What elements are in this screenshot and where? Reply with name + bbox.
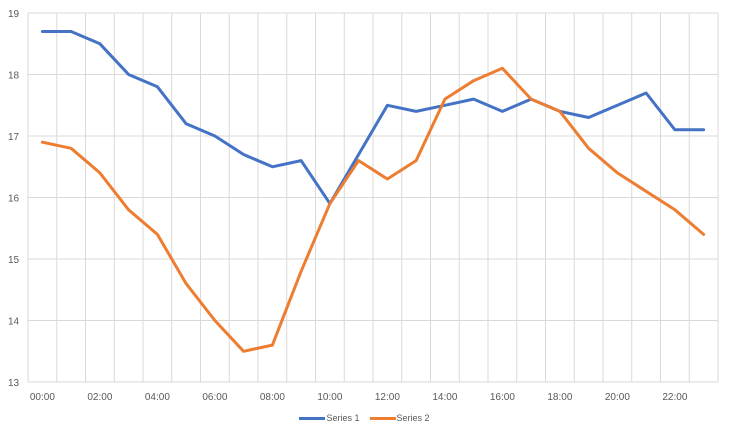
gridlines [27,12,719,383]
y-tick-label: 13 [8,378,20,389]
y-tick-label: 14 [8,317,20,328]
series-2-line[interactable] [40,66,706,353]
legend-label: Series 1 [326,413,360,423]
y-tick-label: 16 [8,194,20,205]
series-lines [40,30,706,353]
y-tick-label: 18 [8,71,20,82]
y-tick-label: 15 [8,255,20,266]
y-tick-label: 19 [8,9,20,20]
x-tick-label: 08:00 [260,392,285,403]
series-2-swatch-icon [369,416,396,420]
x-tick-label: 00:00 [30,392,55,403]
x-tick-label: 12:00 [375,392,400,403]
x-tick-label: 06:00 [202,392,227,403]
x-axis: 00:00 02:00 04:00 06:00 08:00 10:00 12:00 14:00… [30,392,688,403]
series-1-swatch-icon [299,416,326,420]
series-1-line[interactable] [40,30,706,206]
x-tick-label: 02:00 [87,392,112,403]
legend-item-series-2[interactable]: Series 2 [369,413,430,423]
x-tick-label: 04:00 [145,392,170,403]
x-tick-label: 10:00 [317,392,342,403]
x-tick-label: 16:00 [490,392,515,403]
x-tick-label: 20:00 [605,392,630,403]
y-axis: 13 14 15 16 17 18 19 [8,9,20,389]
legend-label: Series 2 [396,413,430,423]
legend-item-series-1[interactable]: Series 1 [299,413,360,423]
x-tick-label: 22:00 [662,392,687,403]
x-tick-label: 18:00 [547,392,572,403]
legend: Series 1 Series 2 [0,413,729,423]
y-tick-label: 17 [8,132,20,143]
x-tick-label: 14:00 [432,392,457,403]
